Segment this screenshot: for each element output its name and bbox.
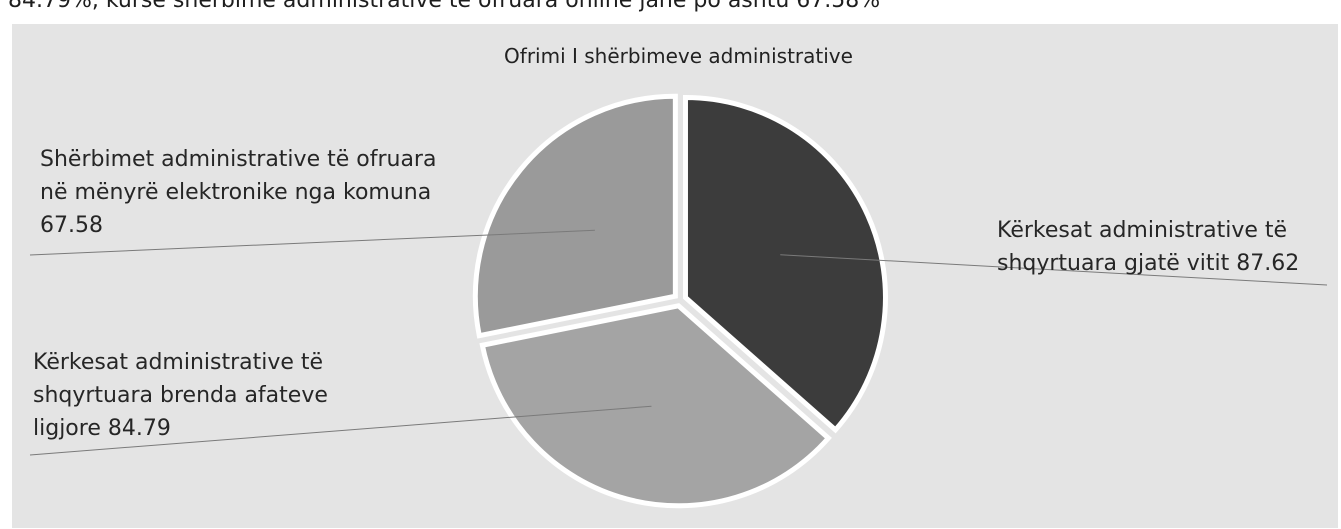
pie-slice-kerkesat-gjate-vitit (682, 95, 888, 434)
slice-label-kerkesat-gjate-vitit: Kërkesat administrative të shqyrtuara gj… (997, 218, 1300, 276)
slice-label-sherbimet-elektronike: Shërbimet administrative të ofruara në m… (40, 147, 437, 238)
pie-slice-kerkesat-brenda-afateve (479, 303, 832, 509)
slice-label-kerkesat-brenda-afateve: Kërkesat administrative të shqyrtuara br… (33, 350, 328, 441)
chart-title: Ofrimi I shërbimeve administrative (504, 44, 853, 68)
leader-line-kerkesat-brenda-afateve (29, 405, 652, 456)
pie-slice-sherbimet-elektronike (472, 93, 678, 339)
leader-line-kerkesat-gjate-vitit (780, 254, 1328, 286)
leader-line-sherbimet-elektronike (29, 229, 595, 256)
header-text: 84.79%, kurse shërbime administrative të… (8, 0, 881, 13)
